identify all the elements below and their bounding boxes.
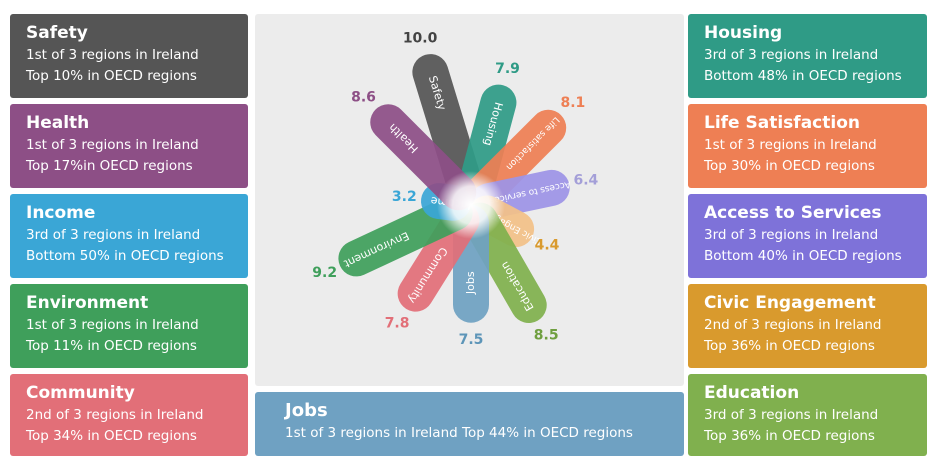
value-label-safety: 10.0 (403, 31, 438, 47)
card-title: Environment (26, 293, 149, 313)
card-line-rank: 2nd of 3 regions in Ireland (704, 317, 882, 333)
value-label-housing: 7.9 (495, 61, 520, 77)
card-title: Community (26, 383, 135, 403)
card-title: Civic Engagement (704, 293, 876, 313)
card-title: Housing (704, 23, 783, 43)
card-title: Access to Services (704, 203, 882, 223)
card-line-rank: 1st of 3 regions in Ireland (26, 47, 199, 63)
card-access-to-services: Access to Services 3rd of 3 regions in I… (688, 194, 927, 278)
value-label-access-to-services: 6.4 (573, 173, 598, 189)
card-title: Health (26, 113, 90, 133)
card-title: Income (26, 203, 96, 223)
card-education: Education 3rd of 3 regions in Ireland To… (688, 374, 927, 456)
card-line-oecd: Top 34% in OECD regions (26, 428, 197, 444)
card-safety: Safety 1st of 3 regions in Ireland Top 1… (10, 14, 248, 98)
value-label-community: 7.8 (385, 315, 410, 331)
value-label-education: 8.5 (534, 327, 559, 343)
value-label-jobs: 7.5 (459, 332, 484, 348)
card-line-rank: 1st of 3 regions in Ireland (704, 137, 877, 153)
card-title: Safety (26, 23, 88, 43)
card-line-rank: 2nd of 3 regions in Ireland (26, 407, 204, 423)
card-title: Jobs (285, 400, 328, 421)
card-line-oecd: Top 30% in OECD regions (704, 158, 875, 174)
card-line-oecd: Top 36% in OECD regions (704, 428, 875, 444)
card-line-rank: 3rd of 3 regions in Ireland (704, 227, 879, 243)
card-title: Life Satisfaction (704, 113, 860, 133)
card-jobs: Jobs 1st of 3 regions in Ireland Top 44%… (255, 392, 684, 456)
card-line-oecd: Top 36% in OECD regions (704, 338, 875, 354)
card-line-rank: 1st of 3 regions in Ireland (26, 137, 199, 153)
value-label-income: 3.2 (392, 189, 417, 205)
card-housing: Housing 3rd of 3 regions in Ireland Bott… (688, 14, 927, 98)
card-line-oecd: Top 10% in OECD regions (26, 68, 197, 84)
value-label-life-satisfaction: 8.1 (560, 95, 585, 111)
value-label-environment: 9.2 (312, 265, 337, 281)
card-income: Income 3rd of 3 regions in Ireland Botto… (10, 194, 248, 278)
card-life-satisfaction: Life Satisfaction 1st of 3 regions in Ir… (688, 104, 927, 188)
card-line-oecd: Bottom 40% in OECD regions (704, 248, 902, 264)
value-label-health: 8.6 (351, 90, 376, 106)
card-line-oecd: Bottom 50% in OECD regions (26, 248, 224, 264)
card-line-oecd: Top 17%in OECD regions (26, 158, 193, 174)
card-line-rank: 1st of 3 regions in Ireland (26, 317, 199, 333)
card-community: Community 2nd of 3 regions in Ireland To… (10, 374, 248, 456)
card-environment: Environment 1st of 3 regions in Ireland … (10, 284, 248, 368)
card-health: Health 1st of 3 regions in Ireland Top 1… (10, 104, 248, 188)
hub (437, 171, 505, 239)
card-title: Education (704, 383, 800, 403)
petal-label-jobs: Jobs (464, 271, 477, 295)
card-line-rank: 3rd of 3 regions in Ireland (704, 47, 879, 63)
card-line-oecd: Top 11% in OECD regions (26, 338, 197, 354)
value-label-civic-engagement: 4.4 (535, 237, 560, 253)
card-line-oecd: Bottom 48% in OECD regions (704, 68, 902, 84)
wellbeing-flower-chart: Safety Housing Life satisfaction Access to … (255, 14, 684, 386)
card-civic-engagement: Civic Engagement 2nd of 3 regions in Ire… (688, 284, 927, 368)
card-line-rank: 1st of 3 regions in Ireland Top 44% in O… (285, 425, 633, 441)
card-line-rank: 3rd of 3 regions in Ireland (704, 407, 879, 423)
card-line-rank: 3rd of 3 regions in Ireland (26, 227, 201, 243)
